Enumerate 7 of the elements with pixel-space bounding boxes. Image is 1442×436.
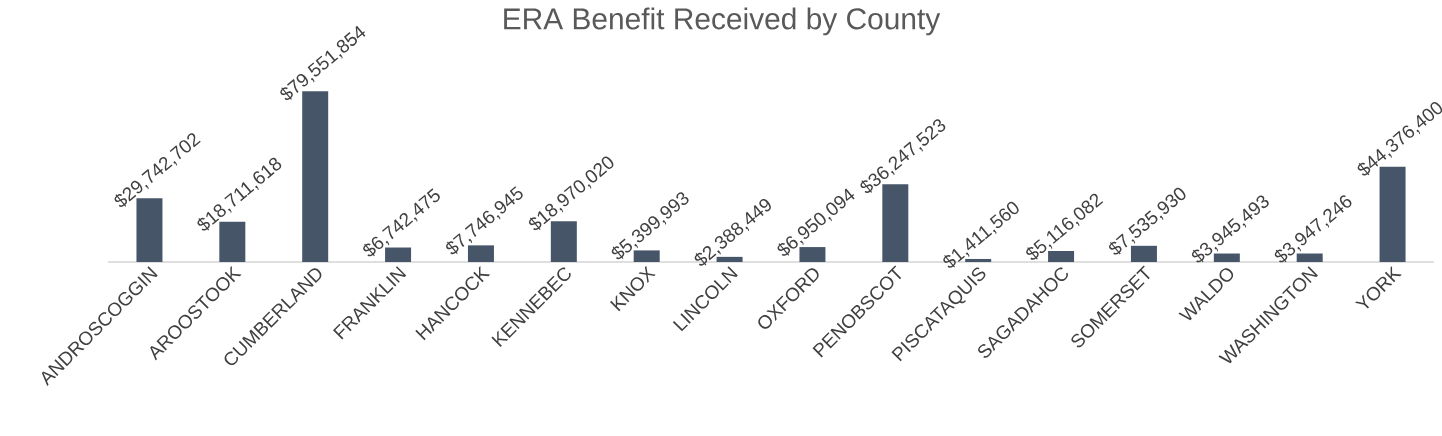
bar bbox=[633, 250, 660, 262]
bar bbox=[716, 256, 743, 262]
bar bbox=[965, 258, 992, 262]
bar bbox=[1296, 253, 1323, 262]
chart-title: ERA Benefit Received by County bbox=[504, 7, 941, 36]
bar bbox=[1213, 253, 1240, 262]
bar bbox=[1048, 251, 1075, 262]
